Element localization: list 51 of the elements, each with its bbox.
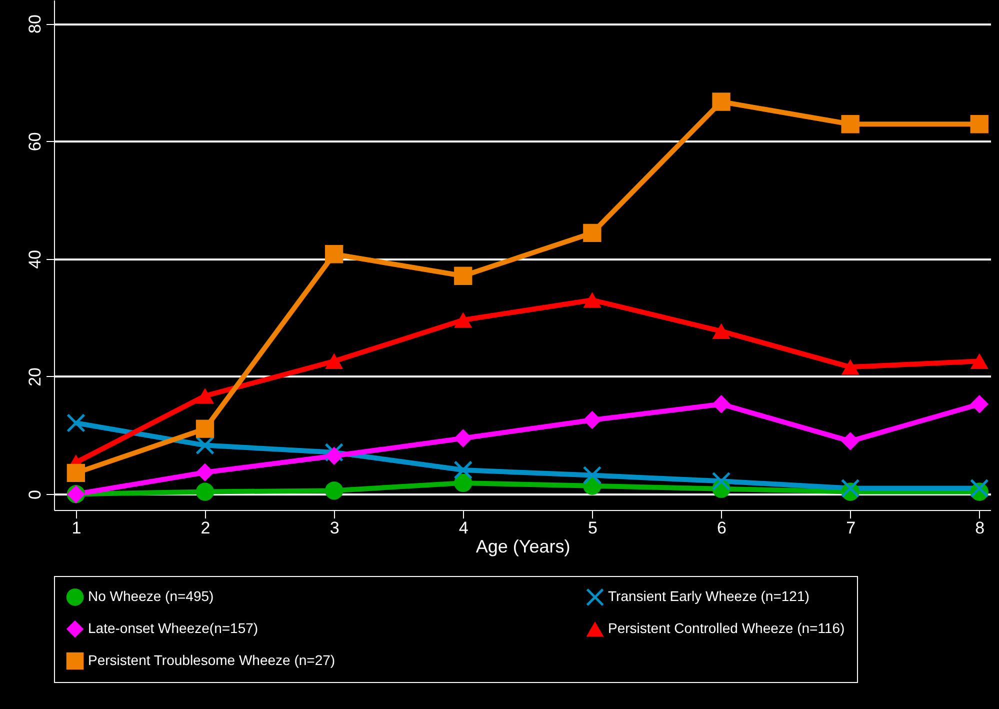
- legend-label: Persistent Troublesome Wheeze (n=27): [88, 652, 336, 668]
- point: [454, 429, 472, 448]
- point: [841, 479, 860, 498]
- point: [454, 312, 472, 328]
- point: [196, 388, 214, 404]
- y-tick-label: 80: [26, 14, 44, 34]
- point: [712, 92, 730, 111]
- legend-label: Late-onset Wheeze(n=157): [88, 620, 258, 636]
- x-tick-label: 7: [846, 518, 856, 538]
- point: [970, 395, 988, 414]
- x-axis-title: Age (Years): [476, 536, 570, 556]
- point: [583, 466, 602, 484]
- point: [970, 479, 988, 498]
- point: [324, 446, 344, 465]
- point: [970, 353, 988, 370]
- y-tick-label: 20: [26, 368, 44, 386]
- point: [454, 460, 472, 480]
- legend-label: Transient Early Wheeze (n=121): [608, 588, 810, 604]
- point: [454, 474, 472, 492]
- point: [196, 463, 214, 482]
- point: [712, 472, 730, 490]
- point: [841, 115, 860, 134]
- x-tick-label: 8: [975, 518, 985, 538]
- point: [583, 224, 602, 242]
- point: [324, 245, 344, 264]
- point: [454, 266, 472, 285]
- point: [712, 395, 730, 414]
- point: [841, 432, 860, 450]
- legend-label: Persistent Controlled Wheeze (n=116): [608, 620, 845, 636]
- point: [196, 420, 214, 438]
- x-tick-label: 5: [588, 518, 598, 538]
- point: [66, 414, 86, 432]
- point: [712, 323, 730, 340]
- point: [583, 410, 602, 430]
- x-tick-label: 6: [717, 518, 726, 538]
- point: [324, 482, 344, 500]
- x-tick-label: 1: [72, 518, 82, 538]
- y-tick-label: 60: [26, 132, 44, 152]
- y-tick-label: 40: [26, 250, 44, 269]
- legend-label: No Wheeze (n=495): [88, 588, 214, 604]
- point: [970, 115, 988, 134]
- x-tick-label: 4: [458, 518, 468, 538]
- x-tick-label: 3: [330, 518, 340, 538]
- point: [66, 464, 86, 482]
- point: [841, 359, 860, 375]
- point: [583, 292, 602, 308]
- point: [196, 436, 214, 454]
- point: [196, 482, 214, 501]
- y-tick-label: 0: [26, 490, 44, 500]
- point: [324, 353, 344, 370]
- x-tick-label: 2: [200, 518, 210, 538]
